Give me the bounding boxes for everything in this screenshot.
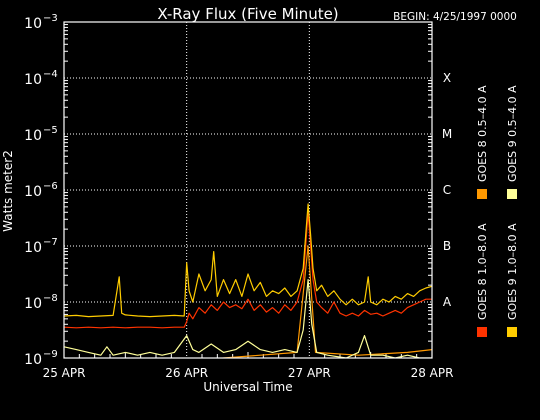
y-tick-exponent: −8 [43, 293, 58, 304]
y-tick-base: 10 [24, 16, 42, 32]
flare-class-labels: A B C M X [442, 71, 452, 309]
x-tick-label: 27 APR [288, 366, 331, 380]
y-tick-exponent: −6 [43, 181, 58, 192]
y-tick-exponent: −9 [43, 349, 58, 360]
x-axis-label: Universal Time [203, 380, 292, 394]
y-tick-base: 10 [24, 296, 42, 312]
y-tick-label: 10 −4 [24, 69, 58, 88]
series-line-3 [64, 203, 432, 318]
y-tick-label: 10 −6 [24, 181, 58, 200]
begin-date-label: BEGIN: 4/25/1997 0000 [393, 11, 517, 23]
legend-entry: GOES 8 1.0–8.0 A [476, 223, 489, 337]
y-tick-label: 10 −3 [24, 13, 58, 32]
flare-class-label: M [442, 127, 452, 141]
legend-entry: GOES 9 1.0–8.0 A [506, 223, 519, 337]
y-tick-exponent: −5 [43, 125, 58, 136]
y-tick-exponent: −7 [43, 237, 58, 248]
x-tick-label: 26 APR [165, 366, 208, 380]
grid-layer [64, 22, 432, 358]
legend: GOES 8 1.0–8.0 A GOES 9 1.0–8.0 A GOES 8 0… [476, 85, 519, 337]
legend-swatch [507, 327, 517, 337]
chart-title: X-Ray Flux (Five Minute) [157, 5, 338, 23]
y-tick-label: 10 −9 [24, 349, 58, 368]
series-line-1 [64, 211, 432, 329]
series-layer [64, 203, 432, 358]
legend-swatch [507, 189, 517, 199]
y-tick-exponent: −3 [43, 13, 58, 24]
flare-class-label: A [443, 295, 452, 309]
x-tick-label: 28 APR [411, 366, 454, 380]
y-tick-base: 10 [24, 240, 42, 256]
series-line-4 [64, 279, 432, 358]
flare-class-label: B [443, 239, 451, 253]
legend-label: GOES 8 0.5–4.0 A [476, 85, 489, 182]
legend-swatch [477, 189, 487, 199]
plot-frame [63, 21, 433, 359]
y-tick-labels: 10−910−810−710−610−510−410−3 [24, 13, 58, 368]
legend-label: GOES 9 1.0–8.0 A [506, 223, 519, 320]
legend-label: GOES 8 1.0–8.0 A [476, 223, 489, 320]
legend-label: GOES 9 0.5–4.0 A [506, 85, 519, 182]
y-tick-label: 10 −7 [24, 237, 58, 256]
y-axis-label: Watts meter2 [1, 150, 15, 232]
flare-class-label: C [443, 183, 451, 197]
y-tick-exponent: −4 [43, 69, 58, 80]
x-tick-labels: 25 APR 26 APR 27 APR 28 APR [43, 366, 454, 380]
y-tick-label: 10 −8 [24, 293, 58, 312]
legend-entry: GOES 8 0.5–4.0 A [476, 85, 489, 199]
y-tick-base: 10 [24, 128, 42, 144]
legend-entry: GOES 9 0.5–4.0 A [506, 85, 519, 199]
y-tick-base: 10 [24, 72, 42, 88]
y-tick-label: 10 −5 [24, 125, 58, 144]
x-tick-label: 25 APR [43, 366, 86, 380]
y-tick-base: 10 [24, 184, 42, 200]
legend-swatch [477, 327, 487, 337]
flare-class-label: X [443, 71, 451, 85]
y-tick-base: 10 [24, 352, 42, 368]
